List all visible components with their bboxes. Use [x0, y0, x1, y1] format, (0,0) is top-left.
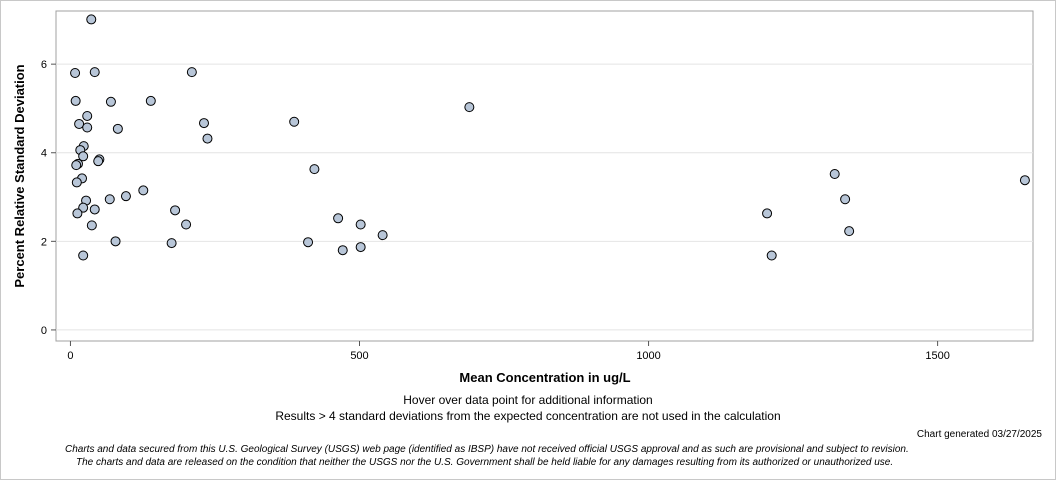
data-point[interactable]	[202, 133, 213, 144]
data-point[interactable]	[289, 116, 300, 127]
data-point[interactable]	[89, 204, 100, 215]
data-points	[70, 14, 1030, 261]
data-point[interactable]	[186, 67, 197, 78]
x-axis-label: Mean Concentration in ug/L	[459, 370, 630, 385]
data-point[interactable]	[89, 67, 100, 78]
data-point[interactable]	[145, 95, 156, 106]
y-axis-label: Percent Relative Standard Deviation	[12, 64, 27, 287]
data-point[interactable]	[198, 118, 209, 129]
data-point[interactable]	[70, 68, 81, 79]
data-point[interactable]	[78, 151, 89, 162]
chart-generated-date: Chart generated 03/27/2025	[916, 429, 1042, 440]
data-point[interactable]	[337, 245, 348, 256]
data-point[interactable]	[104, 194, 115, 205]
data-point[interactable]	[766, 250, 777, 261]
data-point[interactable]	[840, 194, 851, 205]
y-tick-label: 4	[41, 148, 47, 160]
y-tick-label: 6	[41, 59, 47, 71]
plot-area	[55, 10, 1034, 342]
data-point[interactable]	[71, 160, 82, 171]
data-point[interactable]	[112, 123, 123, 134]
x-tick-label: 1000	[636, 350, 660, 362]
data-point[interactable]	[309, 164, 320, 175]
data-point[interactable]	[120, 191, 131, 202]
data-point[interactable]	[74, 118, 85, 129]
data-point[interactable]	[78, 250, 89, 261]
data-point[interactable]	[105, 96, 116, 107]
data-point[interactable]	[71, 177, 82, 188]
x-tick-label: 1500	[925, 350, 949, 362]
data-point[interactable]	[170, 205, 181, 216]
data-point[interactable]	[377, 230, 388, 241]
data-point[interactable]	[1019, 175, 1030, 186]
disclaimer-line-1: Charts and data secured from this U.S. G…	[65, 444, 909, 455]
data-point[interactable]	[166, 238, 177, 249]
disclaimer-line-2: The charts and data are released on the …	[76, 457, 894, 468]
grid-lines	[56, 63, 1033, 331]
y-tick-label: 2	[41, 236, 47, 248]
axes: 0 2 4 6 0 500 1000 1500	[41, 59, 950, 362]
results-note: Results > 4 standard deviations from the…	[275, 409, 781, 423]
x-tick-label: 0	[67, 350, 73, 362]
data-point[interactable]	[82, 110, 93, 121]
data-point[interactable]	[93, 156, 104, 167]
data-point[interactable]	[82, 122, 93, 133]
data-point[interactable]	[303, 237, 314, 248]
data-point[interactable]	[464, 102, 475, 113]
data-point[interactable]	[181, 219, 192, 230]
data-point[interactable]	[86, 14, 97, 25]
data-point[interactable]	[86, 220, 97, 231]
hover-note: Hover over data point for additional inf…	[403, 393, 653, 407]
data-point[interactable]	[72, 208, 83, 219]
data-point[interactable]	[110, 236, 121, 247]
y-tick-label: 0	[41, 325, 47, 337]
x-tick-label: 500	[350, 350, 368, 362]
data-point[interactable]	[333, 213, 344, 224]
data-point[interactable]	[844, 226, 855, 237]
data-point[interactable]	[138, 185, 149, 196]
data-point[interactable]	[355, 242, 366, 253]
data-point[interactable]	[355, 219, 366, 230]
data-point[interactable]	[829, 169, 840, 180]
data-point[interactable]	[762, 208, 773, 219]
data-point[interactable]	[70, 95, 81, 106]
